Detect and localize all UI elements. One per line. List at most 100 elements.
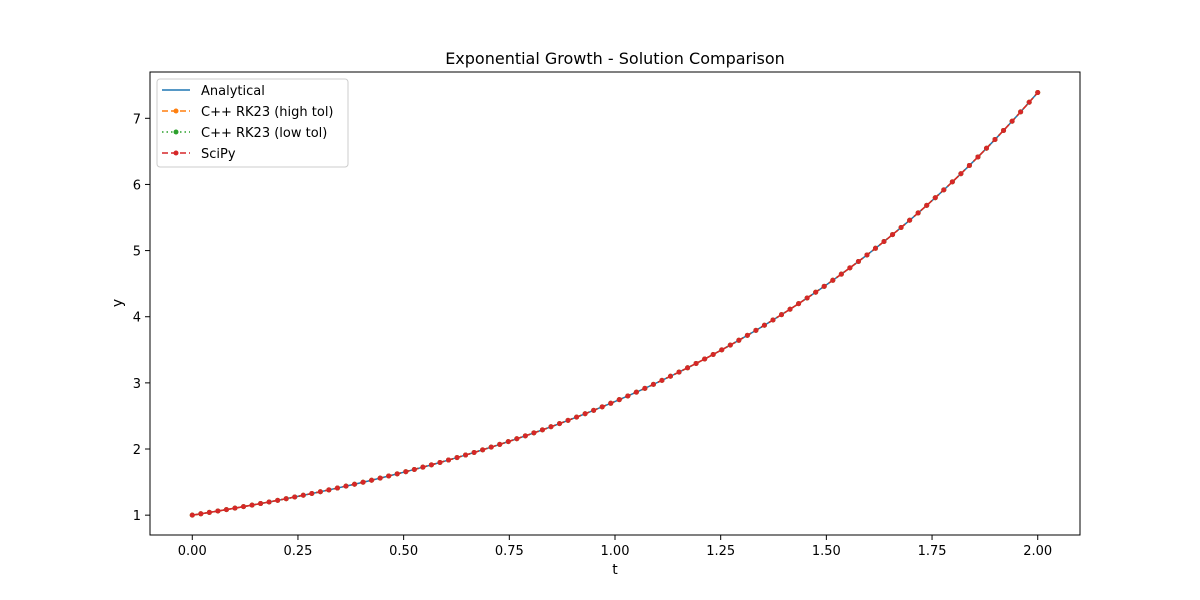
data-point-scipy — [445, 457, 451, 463]
data-point-scipy — [616, 397, 622, 403]
legend-marker-c-rk23-low-tol — [173, 129, 179, 135]
series-line-scipy — [192, 92, 1039, 516]
data-point-scipy — [787, 306, 793, 312]
data-point-scipy — [966, 162, 972, 168]
data-point-scipy — [659, 377, 665, 383]
x-axis-label: t — [612, 562, 618, 578]
data-point-scipy — [343, 483, 349, 489]
data-point-scipy — [360, 479, 366, 485]
data-point-scipy — [642, 385, 648, 391]
x-tick-label: 1.00 — [601, 544, 630, 559]
data-point-scipy — [727, 342, 733, 348]
data-point-scipy — [770, 317, 776, 323]
data-point-scipy — [352, 481, 358, 487]
x-axis: 0.00 0.25 0.50 0.75 1.00 1.25 1.50 1.75 2.00 — [178, 535, 1052, 559]
data-point-scipy — [411, 466, 417, 472]
data-point-scipy — [838, 271, 844, 277]
data-point-scipy — [557, 421, 562, 427]
legend: Analytical C++ RK23 (high tol) C++ RK23 (l… — [156, 78, 349, 168]
data-point-scipy — [975, 154, 981, 160]
data-point-scipy — [804, 295, 810, 301]
data-point-scipy — [471, 449, 477, 455]
data-point-scipy — [574, 414, 580, 420]
data-point-scipy — [582, 411, 588, 417]
x-tick-label: 1.25 — [706, 544, 735, 559]
legend-marker-scipy — [173, 150, 179, 156]
x-tick-label: 0.25 — [283, 544, 312, 559]
legend-label-c-rk23-high-tol: C++ RK23 (high tol) — [201, 105, 334, 120]
data-point-scipy — [377, 475, 383, 481]
data-point-scipy — [522, 433, 528, 439]
data-point-scipy — [463, 452, 469, 458]
data-point-scipy — [650, 381, 656, 387]
legend-label-c-rk23-low-tol: C++ RK23 (low tol) — [201, 126, 327, 141]
data-point-scipy — [266, 499, 272, 505]
data-point-scipy — [283, 496, 289, 502]
data-point-scipy — [625, 393, 631, 399]
data-point-scipy — [685, 365, 691, 371]
data-point-scipy — [907, 217, 913, 223]
data-point-scipy — [454, 455, 460, 461]
data-point-scipy — [386, 473, 392, 479]
data-point-scipy — [189, 512, 195, 518]
data-point-scipy — [437, 459, 443, 465]
data-point-scipy — [941, 187, 947, 193]
data-point-scipy — [309, 491, 315, 497]
data-point-scipy — [480, 447, 486, 453]
y-tick-label: 4 — [133, 311, 141, 326]
x-tick-label: 1.50 — [812, 544, 841, 559]
data-point-scipy — [608, 400, 614, 406]
data-point-scipy — [744, 332, 750, 338]
data-point-scipy — [855, 259, 861, 264]
data-point-scipy — [1009, 118, 1015, 124]
data-point-scipy — [334, 485, 340, 491]
x-tick-label: 0.00 — [178, 544, 207, 559]
data-point-scipy — [206, 509, 212, 515]
data-point-scipy — [275, 497, 281, 503]
data-point-scipy — [497, 441, 503, 447]
series-layer — [189, 90, 1041, 518]
data-point-scipy — [872, 245, 878, 251]
y-axis-label: y — [110, 299, 126, 307]
data-point-scipy — [1026, 99, 1032, 105]
data-point-scipy — [223, 507, 229, 513]
data-point-scipy — [369, 477, 375, 483]
data-point-scipy — [1001, 127, 1007, 133]
data-point-scipy — [821, 283, 827, 289]
data-point-scipy — [958, 171, 964, 177]
x-tick-label: 0.75 — [495, 544, 524, 559]
data-point-scipy — [693, 360, 699, 366]
data-point-scipy — [326, 487, 332, 493]
data-point-scipy — [676, 369, 682, 375]
data-point-scipy — [403, 469, 409, 475]
data-point-scipy — [830, 277, 836, 283]
data-point-scipy — [736, 337, 742, 343]
x-tick-label: 1.75 — [918, 544, 947, 559]
data-point-scipy — [924, 202, 930, 208]
data-point-scipy — [983, 145, 989, 151]
data-point-scipy — [249, 502, 255, 508]
data-point-scipy — [813, 289, 819, 295]
data-point-scipy — [428, 462, 434, 468]
data-point-scipy — [915, 210, 921, 216]
y-tick-label: 5 — [133, 245, 141, 260]
data-point-scipy — [719, 347, 725, 353]
data-point-scipy — [591, 407, 597, 413]
data-point-scipy — [531, 430, 537, 436]
data-point-scipy — [548, 424, 554, 430]
chart-title: Exponential Growth - Solution Comparison — [445, 49, 785, 68]
y-tick-label: 6 — [133, 178, 141, 193]
legend-label-analytical: Analytical — [201, 84, 265, 99]
data-point-scipy — [992, 136, 998, 142]
data-point-scipy — [514, 436, 520, 442]
data-point-scipy — [864, 252, 870, 258]
data-point-scipy — [258, 501, 264, 507]
data-point-scipy — [215, 508, 221, 514]
y-tick-label: 7 — [133, 112, 141, 127]
data-point-scipy — [241, 504, 247, 510]
data-point-scipy — [1018, 109, 1024, 115]
data-point-scipy — [292, 494, 298, 500]
data-point-scipy — [394, 471, 400, 477]
data-point-scipy — [232, 505, 238, 511]
